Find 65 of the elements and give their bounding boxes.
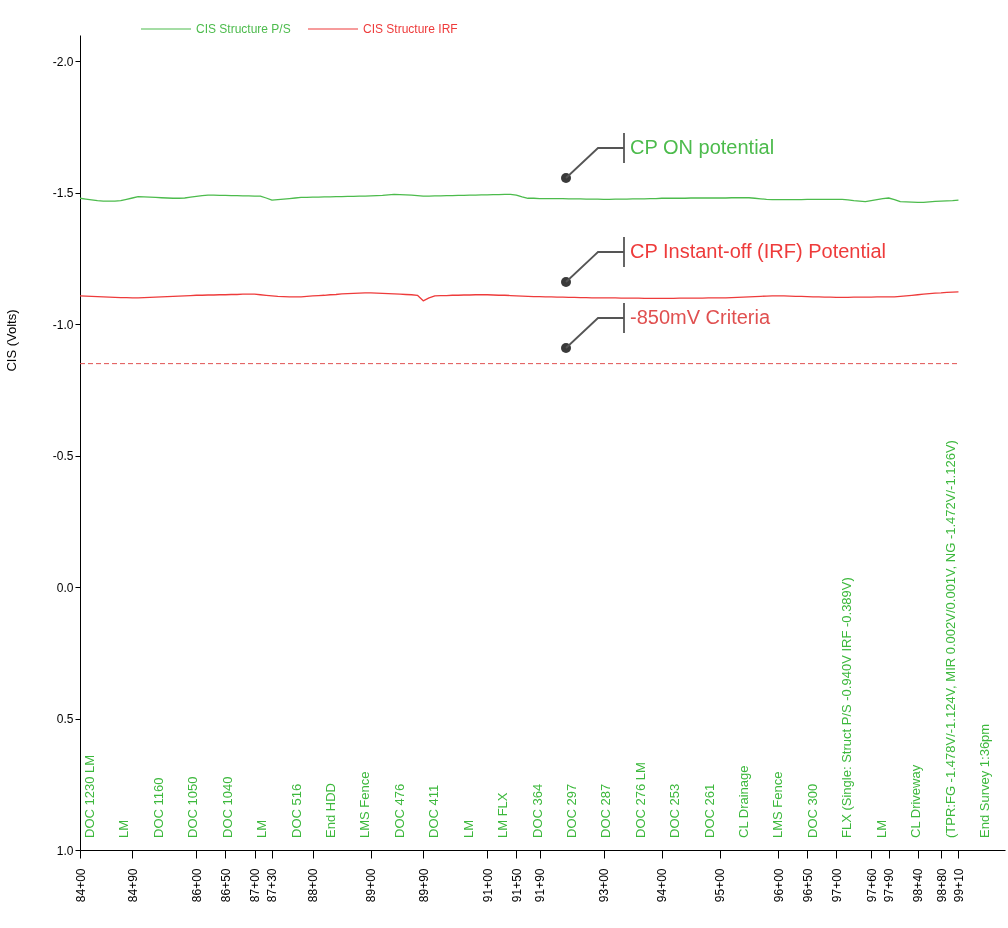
- annotation: LM FLX: [495, 792, 511, 838]
- x-tick-label: 98+40: [911, 868, 926, 903]
- annotation: FLX (Single: Struct P/S -0.940V IRF -0.389V): [839, 577, 855, 838]
- annotation: DOC 1160: [150, 777, 166, 838]
- x-tick-label: 86+00: [189, 868, 204, 903]
- y-tick-label: 0.5: [56, 712, 74, 727]
- annotation: DOC 411: [426, 784, 442, 838]
- x-tick-label: 99+10: [951, 868, 966, 903]
- y-tick-label: -1.5: [52, 186, 74, 201]
- ref-line-label: -850mV Criteria: [630, 306, 771, 328]
- x-tick-label: 87+30: [265, 868, 280, 903]
- annotation: LM: [460, 819, 476, 838]
- annotation: DOC 287: [598, 783, 614, 838]
- annotation: DOC 253: [667, 783, 683, 838]
- x-tick-label: 96+50: [800, 868, 815, 903]
- y-tick-label: -0.5: [52, 449, 74, 464]
- y-tick-label: -1.0: [52, 317, 74, 332]
- x-tick-label: 98+80: [934, 868, 949, 903]
- x-tick-label: 93+00: [597, 868, 612, 903]
- line-series: [79, 291, 960, 302]
- x-tick-label: 97+90: [882, 868, 897, 903]
- x-tick-label: 91+50: [509, 868, 524, 903]
- annotation: DOC 1040: [219, 776, 235, 838]
- annotation: LM: [873, 819, 889, 838]
- x-tick-label: 97+60: [864, 868, 879, 903]
- y-tick-label: 1.0: [56, 843, 74, 858]
- annotation: LM: [254, 819, 270, 838]
- x-tick-label: 89+00: [364, 868, 379, 903]
- annotation: LM: [116, 819, 132, 838]
- x-tick-label: 89+90: [416, 868, 431, 903]
- x-tick-label: 97+00: [829, 868, 844, 903]
- x-tick-label: 84+90: [125, 868, 140, 903]
- annotation: CL Drainage: [736, 765, 752, 838]
- annotation: DOC 297: [563, 783, 579, 838]
- x-tick-label: 86+50: [218, 868, 233, 903]
- x-tick-label: 95+00: [713, 868, 728, 903]
- annotation: DOC 261: [701, 783, 717, 838]
- annotation: DOC 276 LM: [632, 762, 648, 838]
- x-tick-label: 91+00: [480, 868, 495, 903]
- y-axis-title: CIS (Volts): [3, 309, 19, 372]
- legend-label: CIS Structure P/S: [196, 22, 291, 36]
- annotation: LMS Fence: [770, 771, 786, 838]
- annotation: DOC 476: [391, 783, 407, 838]
- annotation: CP ON potential: [630, 136, 775, 158]
- x-tick-label: 87+00: [248, 868, 263, 903]
- line-series: [79, 193, 960, 204]
- x-tick-label: 88+00: [306, 868, 321, 903]
- x-tick-label: 91+90: [533, 868, 548, 903]
- y-tick-label: -2.0: [52, 54, 74, 69]
- legend-label: CIS Structure IRF: [363, 22, 458, 36]
- x-tick-label: 96+00: [771, 868, 786, 903]
- annotation: End Survey 1:36pm: [977, 723, 992, 838]
- annotation: DOC 364: [529, 783, 545, 838]
- annotation: CP Instant-off (IRF) Potential: [630, 240, 887, 262]
- x-tick-label: 94+00: [655, 868, 670, 903]
- y-tick-label: 0.0: [56, 580, 74, 595]
- annotation: LMS Fence: [357, 771, 373, 838]
- annotation: CL Driveway: [908, 764, 924, 838]
- annotation: DOC 300: [804, 783, 820, 838]
- annotation: DOC 1230 LM: [82, 754, 97, 838]
- annotation: (TPR:FG -1.478V/-1.124V, MIR 0.002V/0.001V, NG -1.472V/-1.126V): [942, 440, 958, 838]
- annotation: DOC 1050: [185, 776, 201, 838]
- annotation: DOC 516: [288, 783, 304, 838]
- x-tick-label: 84+00: [73, 868, 88, 903]
- annotation: End HDD: [322, 783, 338, 838]
